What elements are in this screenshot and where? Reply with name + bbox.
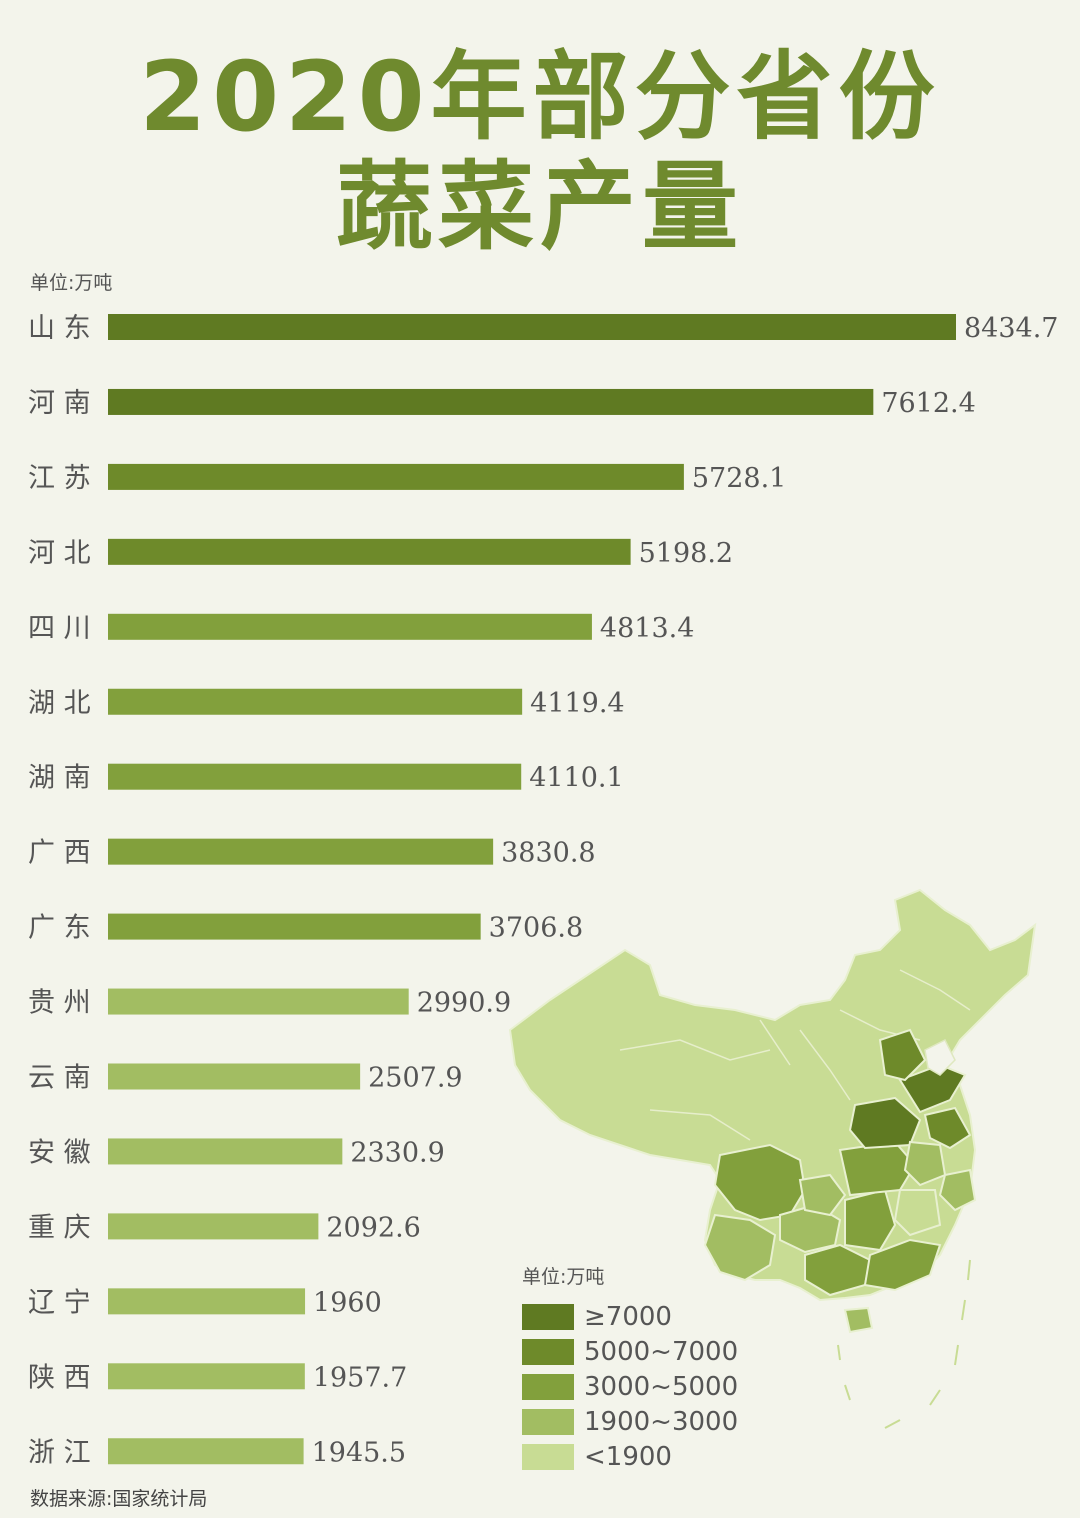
value-label: 4813.4 [600, 613, 694, 644]
bar [108, 1288, 306, 1315]
category-label: 江 苏 [28, 463, 91, 494]
bar [108, 913, 481, 940]
legend-swatch [522, 1408, 574, 1435]
jiangxi-region [893, 1189, 942, 1237]
zhejiang-region [938, 1168, 977, 1212]
page-title-line2: 蔬菜产量 [336, 151, 744, 263]
unit-label: 单位:万吨 [30, 272, 113, 294]
bar [108, 1213, 319, 1240]
bar [108, 1063, 361, 1090]
category-label: 陕 西 [28, 1362, 91, 1393]
category-label: 四 川 [28, 613, 91, 644]
category-label: 贵 州 [28, 988, 91, 1019]
category-label: 广 东 [28, 913, 91, 944]
bar [108, 538, 631, 565]
legend-label: 3000~5000 [584, 1371, 739, 1402]
category-label: 河 南 [28, 388, 91, 419]
anhui-region [903, 1140, 947, 1187]
value-label: 5198.2 [639, 538, 733, 569]
bohai-sea [924, 1038, 956, 1076]
category-label: 山 东 [28, 313, 91, 344]
bar [108, 1138, 343, 1165]
bar-chart: 山 东 8434.7 河 南 7612.4 江 苏 5728.1 河 北 5198.2 四 川 4… [28, 313, 1058, 1468]
china-map-graphic [508, 888, 1037, 1429]
category-label: 辽 宁 [28, 1287, 91, 1318]
legend-item: ≥7000 [522, 1299, 782, 1334]
value-label: 2092.6 [326, 1212, 420, 1243]
legend-item: 5000~7000 [522, 1334, 782, 1369]
source-label: 数据来源:国家统计局 [30, 1488, 208, 1510]
legend-item: 3000~5000 [522, 1369, 782, 1404]
jiangsu-region [923, 1106, 972, 1150]
legend-item: 1900~3000 [522, 1404, 782, 1439]
category-label: 云 南 [28, 1063, 91, 1094]
value-label: 7612.4 [881, 388, 975, 419]
value-label: 1960 [313, 1287, 382, 1318]
yunnan-region [703, 1213, 777, 1282]
guangdong-region [863, 1238, 942, 1292]
bar [108, 314, 956, 340]
province-boundaries [619, 969, 971, 1141]
bar [108, 388, 874, 415]
bar [108, 1438, 304, 1465]
value-label: 4119.4 [530, 688, 624, 719]
china-map [500, 880, 1060, 1440]
legend-unit-label: 单位:万吨 [522, 1266, 605, 1288]
bar [108, 763, 522, 790]
chongqing-region [798, 1173, 847, 1217]
hebei-region [878, 1028, 927, 1082]
bar [108, 613, 592, 640]
legend-swatch [522, 1338, 574, 1365]
value-label: 1945.5 [312, 1437, 406, 1468]
category-label: 安 徽 [28, 1137, 91, 1168]
legend-swatch [522, 1373, 574, 1400]
legend-swatch [522, 1443, 574, 1470]
value-label: 3830.8 [501, 838, 595, 869]
category-label: 河 北 [28, 538, 91, 569]
category-label: 湖 南 [28, 763, 91, 794]
category-label: 重 庆 [28, 1212, 91, 1243]
legend-label: <1900 [584, 1441, 672, 1472]
legend-label: 1900~3000 [584, 1406, 739, 1437]
value-label: 4110.1 [529, 763, 623, 794]
value-label: 3706.8 [489, 913, 583, 944]
hainan-region [843, 1306, 874, 1334]
bar [108, 838, 494, 865]
bar [108, 1363, 305, 1390]
south-sea-dashes [837, 1259, 971, 1429]
value-label: 2330.9 [350, 1137, 444, 1168]
legend-swatch [522, 1303, 574, 1330]
value-label: 1957.7 [313, 1362, 407, 1393]
legend-label: 5000~7000 [584, 1336, 739, 1367]
page-title-line1: 2020年部分省份 [139, 41, 941, 153]
value-label: 5728.1 [692, 463, 786, 494]
value-label: 2507.9 [368, 1063, 462, 1094]
category-label: 广 西 [28, 838, 91, 869]
map-legend: 单位:万吨 ≥7000 5000~7000 3000~5000 1900~300… [522, 1262, 782, 1474]
value-label: 8434.7 [964, 313, 1058, 344]
legend-label: ≥7000 [584, 1301, 672, 1332]
bar [108, 463, 684, 490]
category-label: 浙 江 [28, 1437, 91, 1468]
category-label: 湖 北 [28, 688, 91, 719]
value-label: 2990.9 [417, 988, 511, 1019]
bar [108, 988, 409, 1015]
bar [108, 688, 523, 715]
legend-item: <1900 [522, 1439, 782, 1474]
